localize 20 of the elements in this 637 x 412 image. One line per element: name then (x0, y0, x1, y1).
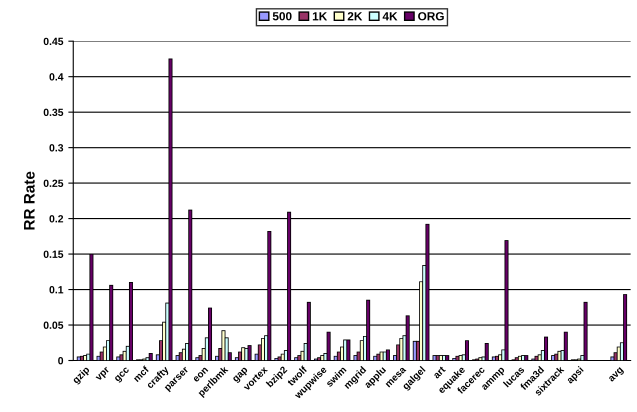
x-tick-label: avg (608, 367, 625, 384)
legend-label: 1K (312, 12, 328, 20)
y-tick-label: 0.4 (49, 73, 64, 81)
y-tick-label: 0.25 (44, 180, 64, 187)
y-axis-title: RR Rate (24, 172, 35, 230)
y-tick-label: 0.3 (49, 144, 64, 152)
y-tick-label: 0 (58, 357, 64, 364)
y-tick-label: 0.1 (49, 286, 64, 294)
legend-label: 2K (348, 12, 362, 20)
y-tick-label: 0.05 (44, 322, 64, 329)
x-tick-label: mcf (132, 365, 150, 382)
y-tick-label: 0.2 (49, 215, 64, 222)
y-tick-label: 0.45 (44, 38, 64, 46)
legend-label: ORG (418, 12, 444, 20)
y-tick-label: 0.15 (44, 250, 64, 258)
x-tick-label: vpr (95, 366, 112, 382)
legend-label: 500 (272, 12, 292, 20)
y-tick-label: 0.35 (44, 108, 64, 116)
legend-label: 4K (382, 12, 398, 20)
x-tick-label: gcc (114, 366, 131, 384)
